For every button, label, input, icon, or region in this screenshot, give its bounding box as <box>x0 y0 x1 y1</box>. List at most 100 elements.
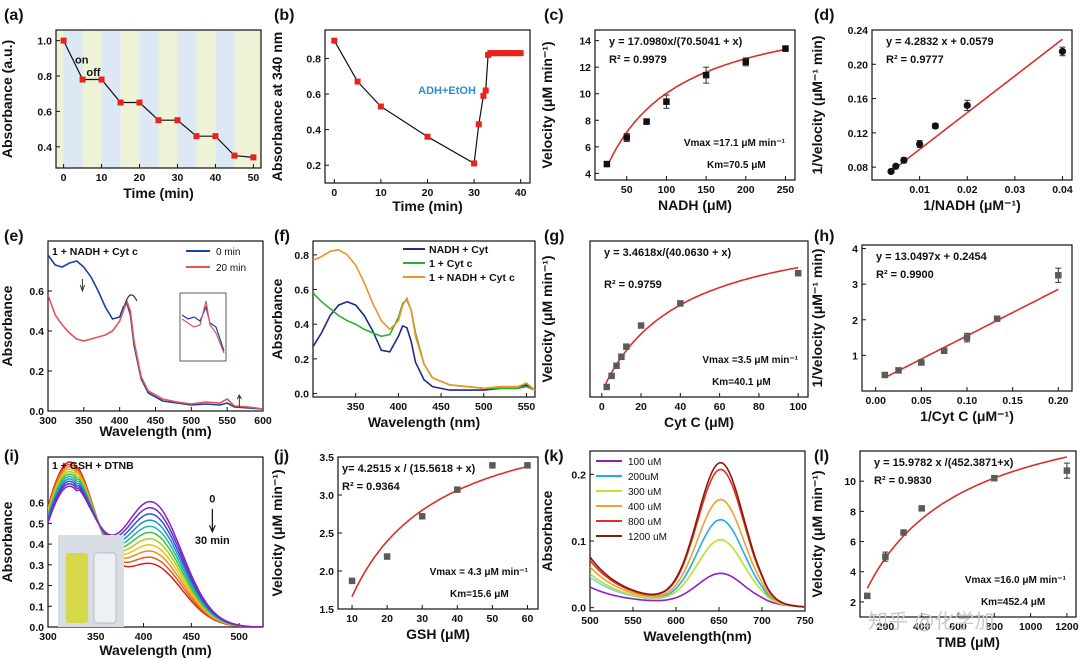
data-point <box>643 118 650 125</box>
x-tick-label: 300 <box>39 631 57 643</box>
data-point <box>354 78 361 85</box>
y-tick-label: 10 <box>579 89 591 101</box>
data-point <box>489 462 496 469</box>
x-tick-label: 1200 <box>1055 621 1079 633</box>
inset-box <box>179 292 227 362</box>
x-tick-label: 500 <box>183 415 201 427</box>
x-tick-label: 450 <box>432 401 450 413</box>
fit-curve <box>890 38 1063 173</box>
x-axis-title: GSH (μM) <box>406 626 470 642</box>
y-tick-label: 4 <box>850 567 856 579</box>
phase-stripe <box>63 30 83 168</box>
x-tick-label: 600 <box>949 621 967 633</box>
x-tick-label: 0 <box>61 172 67 184</box>
data-point <box>603 383 610 391</box>
panel-letter: (c) <box>544 7 564 24</box>
x-tick-label: 200 <box>737 184 755 196</box>
y-axis-title: 1/Velocity (μM⁻¹ min) <box>809 249 825 388</box>
x-tick-label: 300 <box>39 415 57 427</box>
data-point <box>1055 272 1062 279</box>
shift-arrow <box>124 294 138 306</box>
x-tick-label: 800 <box>986 621 1004 633</box>
x-axis-title: Time (min) <box>123 185 194 201</box>
data-point <box>193 133 200 140</box>
series-line <box>313 248 535 391</box>
data-point <box>480 92 487 99</box>
y-tick-label: 2 <box>850 597 856 609</box>
legend-label: 400 uM <box>628 502 661 513</box>
absorbance-curve <box>590 538 805 608</box>
data-point <box>250 154 257 161</box>
fit-equation: y = 17.0980x/(70.5041 + x) <box>609 36 743 48</box>
chart-panel-l: 200 400 600 800 1000 1200 2 4 6 8 10 TMB (μM) Veloci… <box>809 445 1080 659</box>
y-tick-label: 2 <box>852 315 858 327</box>
y-tick-label: 0.4 <box>306 125 321 137</box>
chart-panel-a: 0 10 20 30 40 50 0.4 0.6 0.8 1.0 Time (min) Absorba… <box>0 0 270 215</box>
data-point <box>900 529 907 536</box>
x-tick-label: 600 <box>254 415 272 427</box>
legend-label: 200uM <box>628 472 659 483</box>
plot-frame <box>47 456 264 628</box>
chart-svg-c: 50 100 150 200 250 4 6 8 10 12 14 NADH (μM) Velocity… <box>539 7 796 213</box>
x-tick-label: 20 <box>422 187 434 199</box>
x-tick-label: 400 <box>390 401 408 413</box>
x-tick-label: 40 <box>674 401 686 413</box>
y-tick-label: 0.4 <box>37 142 52 154</box>
y-tick-label: 8 <box>850 506 856 518</box>
x-tick-label: 0 <box>331 187 337 199</box>
data-point <box>864 592 871 600</box>
y-tick-label: 1.5 <box>319 604 334 616</box>
x-tick-label: 700 <box>753 615 771 627</box>
chart-svg-a: 0 10 20 30 40 50 0.4 0.6 0.8 1.0 Time (min) Absorba… <box>0 7 262 201</box>
x-tick-label: 550 <box>624 615 642 627</box>
y-tick-label: 0.24 <box>848 25 869 37</box>
x-tick-label: 20 <box>134 172 146 184</box>
chart-svg-g: 0 20 40 60 80 100 Cyt C (μM) Velocity (μM min⁻¹… <box>539 228 809 430</box>
data-point <box>174 117 181 124</box>
panel-subtitle: 1 + NADH + Cyt c <box>52 246 138 258</box>
x-tick-label: 500 <box>581 615 599 627</box>
absorbance-curve <box>590 498 805 608</box>
x-tick-label: 10 <box>346 613 358 625</box>
y-tick-label: 0.6 <box>37 106 52 118</box>
x-tick-label: 30 <box>416 613 428 625</box>
y-tick-label: 0.8 <box>306 53 321 65</box>
y-tick-label: 14 <box>579 36 591 48</box>
data-point <box>608 372 615 380</box>
data-point <box>940 347 948 355</box>
data-point <box>892 162 900 170</box>
legend-label: 1 + NADH + Cyt c <box>429 272 515 284</box>
y-axis-title: Absorbance <box>0 285 15 366</box>
fit-curve <box>884 288 1059 379</box>
x-axis-title: Time (min) <box>392 198 463 214</box>
x-tick-label: 60 <box>714 401 726 413</box>
legend-label: 300 uM <box>628 487 661 498</box>
absorbance-curve <box>590 572 805 608</box>
x-tick-label: 10 <box>96 172 108 184</box>
y-axis-title: Absorbance (a.u.) <box>0 40 15 158</box>
chart-panel-g: 0 20 40 60 80 100 Cyt C (μM) Velocity (μM min⁻¹… <box>539 225 810 440</box>
r-squared: R² = 0.9364 <box>342 481 401 493</box>
fit-curve <box>604 266 799 385</box>
y-axis-title: Absorbance at 340 nm <box>269 32 285 181</box>
x-tick-label: 0.02 <box>957 184 978 196</box>
x-tick-label: 40 <box>451 613 463 625</box>
data-point <box>623 134 630 141</box>
y-tick-label: 0.1 <box>29 601 44 613</box>
y-tick-label: 0.08 <box>848 162 869 174</box>
x-tick-label: 150 <box>697 184 715 196</box>
x-tick-label: 400 <box>135 631 153 643</box>
x-tick-label: 500 <box>230 631 248 643</box>
chart-panel-k: 500 550 600 650 700 750 0.0 0.1 0.2 Wavelength(nm… <box>539 445 814 659</box>
data-point <box>900 156 908 164</box>
chart-panel-c: 50 100 150 200 250 4 6 8 10 12 14 NADH (μM) Velocity… <box>539 0 810 215</box>
y-tick-label: 0.16 <box>848 94 869 106</box>
panel-subtitle: 1 + GSH + DTNB <box>52 460 134 472</box>
r-squared: R² = 0.9900 <box>876 269 934 281</box>
legend-label: 20 min <box>216 263 246 274</box>
y-tick-label: 0.0 <box>294 389 309 401</box>
x-tick-label: 750 <box>796 615 814 627</box>
y-tick-label: 0.8 <box>37 71 52 83</box>
x-axis-title: NADH (μM) <box>658 197 732 213</box>
chart-svg-d: 0.01 0.02 0.03 0.04 0.08 0.12 0.16 0.20 0.24 1/NA… <box>809 7 1073 213</box>
